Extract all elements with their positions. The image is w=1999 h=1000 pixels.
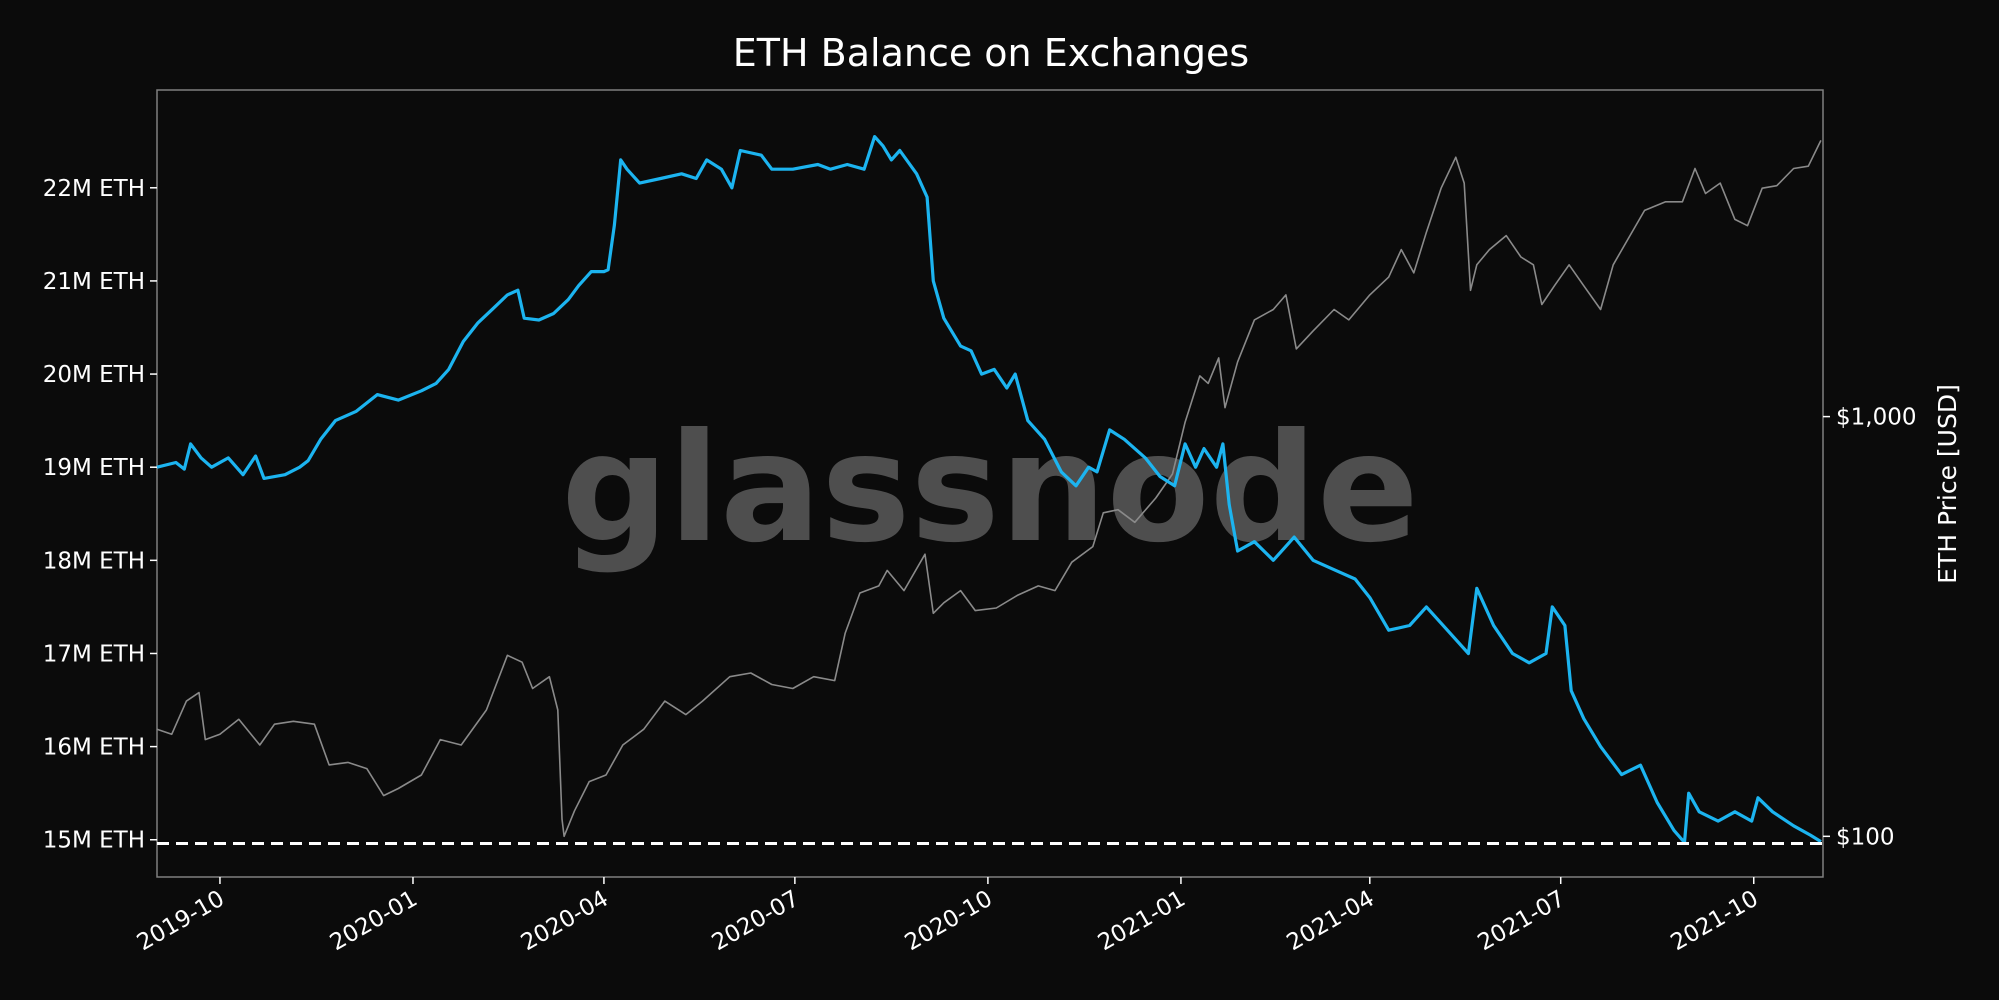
chart-title: ETH Balance on Exchanges — [733, 31, 1249, 75]
y-left-tick-label: 19M ETH — [43, 455, 145, 481]
glassnode-watermark: glassnode — [561, 402, 1419, 576]
y-left-tick-label: 20M ETH — [43, 362, 145, 388]
x-tick-label: 2021-07 — [1473, 886, 1569, 957]
x-tick-label: 2021-01 — [1094, 886, 1190, 957]
y-left-axis: 15M ETH 16M ETH 17M ETH 18M ETH 19M ETH 20M E… — [43, 176, 157, 854]
y-left-tick-label: 22M ETH — [43, 176, 145, 202]
x-tick-label: 2020-07 — [708, 886, 804, 957]
x-tick-label: 2019-10 — [133, 886, 229, 957]
y-left-tick-label: 16M ETH — [43, 735, 145, 761]
series-layer — [156, 135, 1822, 845]
y-left-tick-label: 17M ETH — [43, 641, 145, 667]
x-axis: 2019-10 2020-01 2020-04 2020-07 2020-10 2021-… — [133, 877, 1763, 956]
y-right-tick-label: $1,000 — [1836, 405, 1916, 431]
x-tick-label: 2021-04 — [1283, 886, 1379, 957]
y-left-tick-label: 18M ETH — [43, 548, 145, 574]
x-tick-label: 2020-10 — [901, 886, 997, 957]
y-right-axis: $100 $1,000 — [1823, 405, 1916, 850]
x-tick-label: 2021-10 — [1667, 886, 1763, 957]
exchange-balance-line — [156, 135, 1822, 845]
x-tick-label: 2020-04 — [517, 886, 613, 957]
y-right-tick-label: $100 — [1836, 824, 1895, 850]
eth-price-line — [156, 140, 1822, 838]
plot-area — [156, 89, 1824, 878]
y-left-tick-label: 21M ETH — [43, 269, 145, 295]
y-right-axis-label: ETH Price [USD] — [1933, 384, 1962, 584]
y-left-tick-label: 15M ETH — [43, 828, 145, 854]
x-tick-label: 2020-01 — [326, 886, 422, 957]
